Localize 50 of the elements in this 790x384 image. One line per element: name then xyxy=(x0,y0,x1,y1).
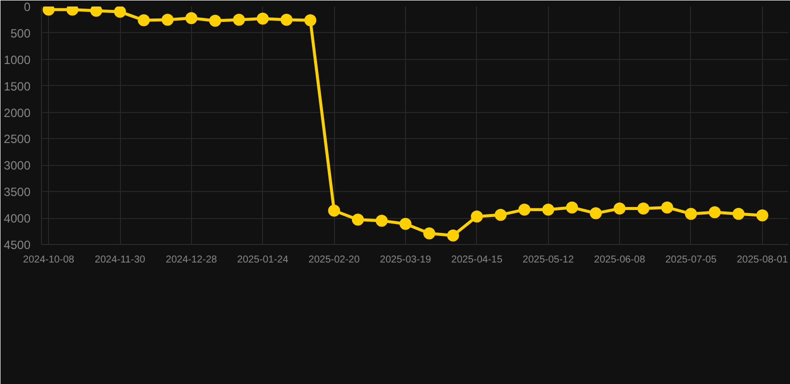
point xyxy=(114,6,126,18)
y-tick-label: 3000 xyxy=(4,158,31,173)
point xyxy=(328,204,340,217)
x-tick-label: 2025-03-19 xyxy=(380,254,432,266)
point xyxy=(756,209,768,222)
point xyxy=(470,210,483,222)
x-tick-label: 2025-04-15 xyxy=(451,254,503,266)
point xyxy=(637,202,650,215)
x-tick-label: 2024-10-08 xyxy=(23,254,75,266)
x-tick-label: 2024-11-30 xyxy=(94,254,146,266)
point xyxy=(162,14,174,26)
y-tick-label: 2000 xyxy=(4,106,31,120)
point xyxy=(280,14,293,26)
x-tick-label: 2025-05-12 xyxy=(522,254,574,266)
x-tick-label: 2024-12-28 xyxy=(166,254,218,266)
point xyxy=(304,14,316,26)
point xyxy=(447,230,460,242)
point xyxy=(232,14,245,26)
point xyxy=(708,206,721,218)
point xyxy=(399,218,412,230)
point xyxy=(494,208,507,221)
point xyxy=(542,204,554,216)
point xyxy=(518,204,530,216)
y-tick-label: 4000 xyxy=(4,212,31,226)
point xyxy=(376,214,388,227)
x-tick-label: 2025-08-01 xyxy=(736,254,788,266)
point xyxy=(614,202,626,215)
point xyxy=(352,214,364,226)
point xyxy=(566,201,578,214)
y-tick-label: 4500 xyxy=(4,238,31,252)
y-tick-label: 1000 xyxy=(4,52,31,67)
y-tick-label: 1500 xyxy=(4,79,31,94)
y-tick-label: 500 xyxy=(10,26,31,40)
x-tick-label: 2025-07-05 xyxy=(665,254,717,266)
point xyxy=(138,14,150,26)
x-tick-label: 2025-02-20 xyxy=(308,254,360,266)
x-tick-label: 2025-01-24 xyxy=(237,254,289,266)
point xyxy=(90,6,102,17)
point xyxy=(256,12,269,25)
point xyxy=(590,207,602,220)
point xyxy=(684,208,697,220)
point xyxy=(423,227,436,240)
y-tick-label: 2500 xyxy=(4,132,31,146)
x-tick-label: 2025-06-08 xyxy=(594,254,646,266)
y-tick-label: 3500 xyxy=(4,185,31,200)
point xyxy=(732,208,745,220)
y-tick-label: 0 xyxy=(24,0,31,14)
point xyxy=(661,201,674,214)
point xyxy=(185,12,198,24)
point xyxy=(209,14,222,27)
